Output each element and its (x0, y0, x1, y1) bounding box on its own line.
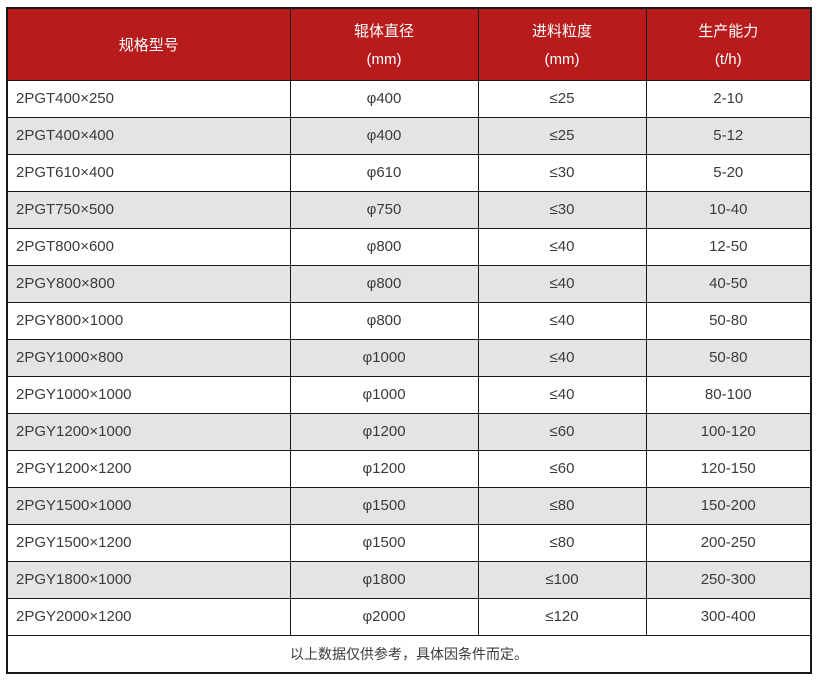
cell-feed-size: ≤40 (477, 338, 647, 377)
col-header-feed-size-title: 进料粒度 (531, 23, 592, 41)
cell-capacity: 100-120 (645, 412, 812, 451)
cell-feed-size: ≤120 (477, 597, 647, 636)
table-row: 2PGT800×600 φ800 ≤40 12-50 (6, 227, 812, 266)
cell-capacity: 2-10 (645, 79, 812, 118)
cell-capacity: 200-250 (645, 523, 812, 562)
col-header-capacity: 生产能力 (t/h) (645, 7, 812, 81)
cell-roller-diameter: φ750 (289, 190, 479, 229)
table-row: 2PGT400×250 φ400 ≤25 2-10 (6, 79, 812, 118)
cell-model: 2PGY800×800 (6, 264, 291, 303)
col-header-roller-diameter-title: 辊体直径 (353, 23, 414, 41)
cell-roller-diameter: φ400 (289, 79, 479, 118)
table-row: 2PGY1000×1000 φ1000 ≤40 80-100 (6, 375, 812, 414)
cell-model: 2PGY1200×1200 (6, 449, 291, 488)
cell-capacity: 5-12 (645, 116, 812, 155)
cell-roller-diameter: φ1200 (289, 449, 479, 488)
cell-model: 2PGT750×500 (6, 190, 291, 229)
cell-feed-size: ≤25 (477, 116, 647, 155)
cell-model: 2PGY1500×1000 (6, 486, 291, 525)
cell-feed-size: ≤30 (477, 190, 647, 229)
cell-model: 2PGY1500×1200 (6, 523, 291, 562)
table-row: 2PGT750×500 φ750 ≤30 10-40 (6, 190, 812, 229)
table-body: 2PGT400×250 φ400 ≤25 2-10 2PGT400×400 φ4… (6, 79, 812, 636)
cell-capacity: 10-40 (645, 190, 812, 229)
specification-table: 规格型号 辊体直径 (mm) 进料粒度 (mm) (6, 7, 812, 674)
cell-model: 2PGT800×600 (6, 227, 291, 266)
table-row: 2PGY1500×1000 φ1500 ≤80 150-200 (6, 486, 812, 525)
cell-capacity: 5-20 (645, 153, 812, 192)
cell-model: 2PGT610×400 (6, 153, 291, 192)
col-header-capacity-title: 生产能力 (698, 23, 759, 41)
header-row: 规格型号 辊体直径 (mm) 进料粒度 (mm) (6, 7, 812, 81)
table-row: 2PGT610×400 φ610 ≤30 5-20 (6, 153, 812, 192)
cell-model: 2PGT400×400 (6, 116, 291, 155)
cell-capacity: 12-50 (645, 227, 812, 266)
cell-roller-diameter: φ1500 (289, 486, 479, 525)
cell-roller-diameter: φ1500 (289, 523, 479, 562)
cell-feed-size: ≤60 (477, 412, 647, 451)
cell-roller-diameter: φ800 (289, 301, 479, 340)
table-row: 2PGY1500×1200 φ1500 ≤80 200-250 (6, 523, 812, 562)
cell-capacity: 300-400 (645, 597, 812, 636)
cell-feed-size: ≤40 (477, 227, 647, 266)
table-row: 2PGY1200×1200 φ1200 ≤60 120-150 (6, 449, 812, 488)
cell-roller-diameter: φ1000 (289, 375, 479, 414)
cell-roller-diameter: φ400 (289, 116, 479, 155)
cell-roller-diameter: φ1200 (289, 412, 479, 451)
table-row: 2PGY1000×800 φ1000 ≤40 50-80 (6, 338, 812, 377)
col-header-roller-diameter-unit: (mm) (366, 51, 402, 69)
cell-roller-diameter: φ1800 (289, 560, 479, 599)
table-row: 2PGY1800×1000 φ1800 ≤100 250-300 (6, 560, 812, 599)
cell-feed-size: ≤80 (477, 523, 647, 562)
table-header: 规格型号 辊体直径 (mm) 进料粒度 (mm) (6, 7, 812, 81)
col-header-feed-size: 进料粒度 (mm) (477, 7, 647, 81)
cell-feed-size: ≤80 (477, 486, 647, 525)
cell-roller-diameter: φ1000 (289, 338, 479, 377)
table-row: 2PGT400×400 φ400 ≤25 5-12 (6, 116, 812, 155)
cell-capacity: 120-150 (645, 449, 812, 488)
cell-capacity: 250-300 (645, 560, 812, 599)
cell-capacity: 40-50 (645, 264, 812, 303)
cell-roller-diameter: φ800 (289, 264, 479, 303)
cell-roller-diameter: φ610 (289, 153, 479, 192)
col-header-model: 规格型号 (6, 7, 291, 81)
cell-model: 2PGY1000×800 (6, 338, 291, 377)
cell-feed-size: ≤100 (477, 560, 647, 599)
cell-feed-size: ≤60 (477, 449, 647, 488)
table-row: 2PGY2000×1200 φ2000 ≤120 300-400 (6, 597, 812, 636)
col-header-capacity-unit: (t/h) (714, 51, 742, 69)
footer-note: 以上数据仅供参考，具体因条件而定。 (6, 634, 812, 674)
col-header-model-title: 规格型号 (118, 36, 179, 54)
cell-model: 2PGY1000×1000 (6, 375, 291, 414)
cell-capacity: 80-100 (645, 375, 812, 414)
cell-feed-size: ≤25 (477, 79, 647, 118)
col-header-feed-size-unit: (mm) (544, 51, 580, 69)
cell-capacity: 150-200 (645, 486, 812, 525)
cell-model: 2PGT400×250 (6, 79, 291, 118)
cell-roller-diameter: φ2000 (289, 597, 479, 636)
cell-feed-size: ≤30 (477, 153, 647, 192)
table-row: 2PGY800×800 φ800 ≤40 40-50 (6, 264, 812, 303)
footer-row: 以上数据仅供参考，具体因条件而定。 (6, 634, 812, 674)
cell-model: 2PGY2000×1200 (6, 597, 291, 636)
cell-model: 2PGY1200×1000 (6, 412, 291, 451)
table-row: 2PGY1200×1000 φ1200 ≤60 100-120 (6, 412, 812, 451)
cell-capacity: 50-80 (645, 301, 812, 340)
table-footer: 以上数据仅供参考，具体因条件而定。 (6, 634, 812, 674)
col-header-roller-diameter: 辊体直径 (mm) (289, 7, 479, 81)
cell-roller-diameter: φ800 (289, 227, 479, 266)
cell-feed-size: ≤40 (477, 375, 647, 414)
cell-capacity: 50-80 (645, 338, 812, 377)
cell-feed-size: ≤40 (477, 301, 647, 340)
cell-model: 2PGY800×1000 (6, 301, 291, 340)
cell-feed-size: ≤40 (477, 264, 647, 303)
table-row: 2PGY800×1000 φ800 ≤40 50-80 (6, 301, 812, 340)
cell-model: 2PGY1800×1000 (6, 560, 291, 599)
